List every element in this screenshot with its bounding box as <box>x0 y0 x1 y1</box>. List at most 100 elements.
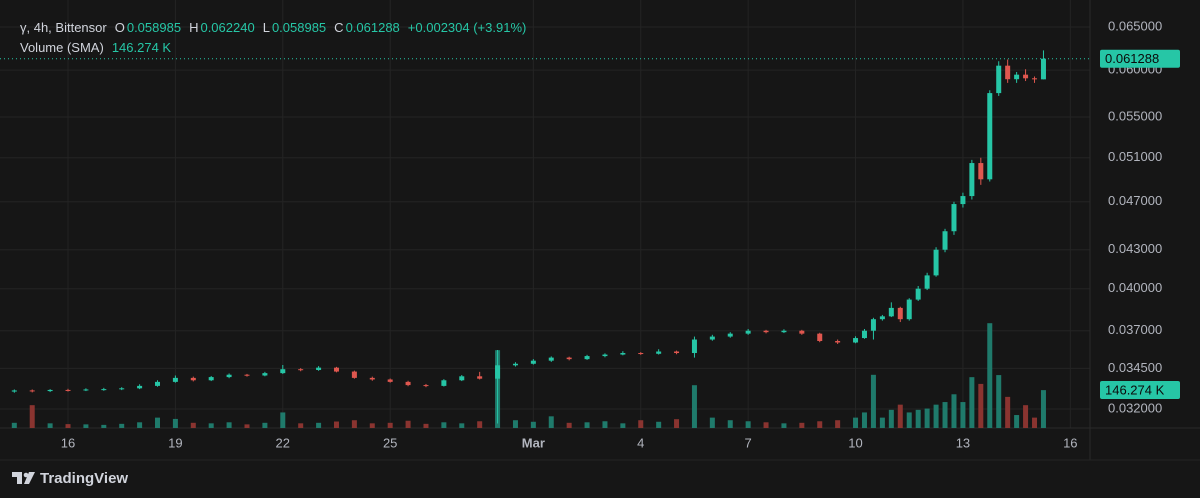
x-tick-label: 4 <box>637 435 644 450</box>
close-value: 0.061288 <box>345 20 400 35</box>
volume-bar <box>119 423 125 428</box>
x-tick-label: 10 <box>848 435 862 450</box>
volume-bar <box>351 420 357 428</box>
candle-body <box>566 357 572 360</box>
candle-body <box>137 385 143 389</box>
candle-body <box>602 354 608 357</box>
candle-body <box>459 376 465 381</box>
volume-sma-label: 146.274 K <box>1105 382 1165 397</box>
y-tick-label: 0.037000 <box>1108 322 1162 337</box>
candle-body <box>987 93 993 180</box>
candle-body <box>101 389 107 391</box>
candle-body <box>1032 78 1038 80</box>
high-value: 0.062240 <box>200 20 255 35</box>
volume-bar <box>1040 390 1046 428</box>
x-tick-label: 22 <box>276 435 290 450</box>
candle-body <box>951 204 957 232</box>
symbol: γ, 4h, Bittensor <box>20 20 107 35</box>
volume-bar <box>477 421 483 428</box>
candle-body <box>674 351 680 354</box>
volume-bar <box>1032 417 1038 428</box>
volume-bar <box>1005 396 1011 428</box>
volume-bar <box>781 423 787 428</box>
volume-bar <box>709 417 715 428</box>
candle-body <box>29 390 35 392</box>
volume-title: Volume (SMA) <box>20 40 104 55</box>
candle-body <box>996 65 1002 94</box>
volume-bar <box>333 421 339 428</box>
candle-body <box>477 376 483 379</box>
volume-bar <box>942 402 948 428</box>
x-tick-label: 16 <box>61 435 75 450</box>
volume-bar <box>897 404 903 428</box>
last-price-box <box>1100 49 1180 68</box>
volume-bar <box>915 409 921 428</box>
volume-bar <box>83 424 89 428</box>
candle-body <box>47 389 53 392</box>
candle-body <box>208 377 214 381</box>
open-value: 0.058985 <box>126 20 182 35</box>
candle-body <box>172 377 178 382</box>
candle-body <box>861 330 867 339</box>
candle-body <box>495 365 501 379</box>
volume-bar <box>65 424 71 428</box>
candle-body <box>969 163 975 197</box>
volume-bar <box>262 422 268 428</box>
open-label: O <box>114 20 125 35</box>
volume-bar <box>441 422 447 428</box>
volume-bar <box>11 422 17 428</box>
candle-body <box>298 369 304 371</box>
y-tick-label: 0.065000 <box>1108 18 1162 33</box>
x-tick-label: 19 <box>168 435 182 450</box>
volume-bar <box>244 424 250 428</box>
volume-bar <box>29 405 35 428</box>
volume-bar <box>584 422 590 428</box>
candle-body <box>65 389 71 391</box>
close-label: C <box>334 20 344 35</box>
volume-bar <box>727 420 733 428</box>
candle-body <box>709 336 715 340</box>
candle-body <box>155 381 161 386</box>
candle-body <box>530 360 536 364</box>
volume-bar <box>298 423 304 428</box>
volume-bar <box>459 423 465 428</box>
y-tick-label: 0.043000 <box>1108 241 1162 256</box>
candle-body <box>745 330 751 334</box>
ohlc-legend: γ, 4h, Bittensor O 0.058985 H 0.062240 L 0.058… <box>20 20 534 35</box>
candle-body <box>978 163 984 180</box>
candle-body <box>190 377 196 381</box>
candle-body <box>924 275 930 289</box>
x-tick-label: Mar <box>522 435 545 450</box>
volume-bar <box>1014 415 1020 428</box>
low-label: L <box>262 20 270 35</box>
y-tick-label: 0.051000 <box>1108 149 1162 164</box>
volume-bar <box>656 421 662 428</box>
volume-bar <box>208 423 214 428</box>
volume-bar <box>674 419 680 428</box>
volume-bar <box>638 420 644 428</box>
volume-bar <box>861 412 867 428</box>
volume-bar <box>870 374 876 428</box>
low-value: 0.058985 <box>271 20 327 35</box>
volume-bar <box>280 412 286 428</box>
volume-bar <box>47 423 53 428</box>
volume-bar <box>1023 405 1029 428</box>
candle-body <box>316 367 322 370</box>
volume-bar <box>817 421 823 428</box>
candle-body <box>906 299 912 320</box>
candle-body <box>423 385 429 387</box>
high-label: H <box>189 20 199 35</box>
volume-bar <box>369 423 375 428</box>
candle-body <box>727 333 733 337</box>
volume-bar <box>316 422 322 428</box>
volume-sma-value: 146.274 K <box>111 40 172 55</box>
volume-bar <box>101 424 107 428</box>
candle-body <box>584 356 590 360</box>
y-tick-label: 0.047000 <box>1108 193 1162 208</box>
volume-bar <box>853 417 859 428</box>
x-tick-label: 16 <box>1063 435 1077 450</box>
volume-bar <box>172 418 178 428</box>
volume-bar <box>387 422 393 428</box>
y-tick-label: 0.040000 <box>1108 280 1162 295</box>
